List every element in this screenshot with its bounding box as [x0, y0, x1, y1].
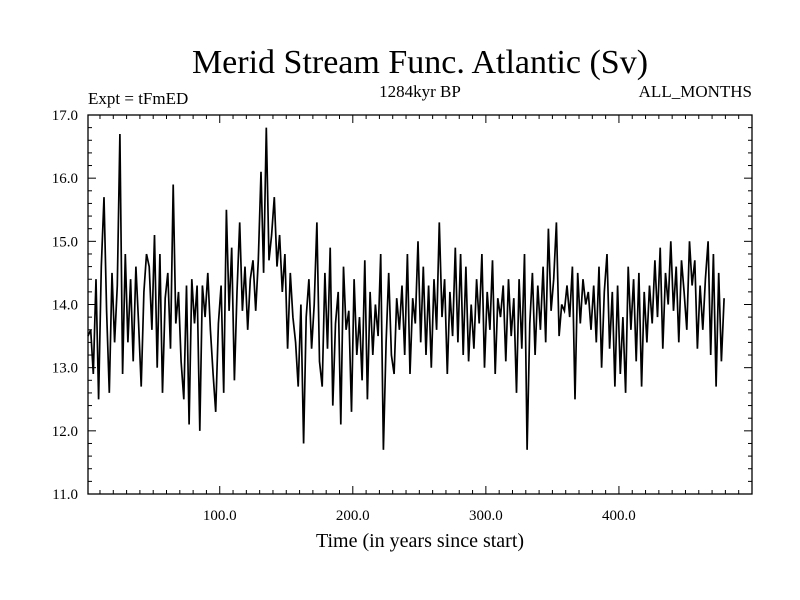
- series-line-0: [87, 127, 725, 450]
- plot-area: [87, 127, 725, 450]
- y-tick-label: 17.0: [52, 108, 78, 124]
- y-tick-label: 15.0: [52, 234, 78, 250]
- experiment-label: Expt = tFmED: [88, 89, 188, 108]
- y-tick-label: 12.0: [52, 424, 78, 440]
- y-tick-label: 14.0: [52, 298, 78, 314]
- y-tick-label: 13.0: [52, 361, 78, 377]
- chart-title: Merid Stream Func. Atlantic (Sv): [192, 44, 648, 81]
- x-tick-label: 200.0: [336, 508, 370, 524]
- period-label: 1284kyr BP: [379, 82, 461, 101]
- x-axis-label: Time (in years since start): [316, 530, 524, 552]
- x-tick-label: 300.0: [469, 508, 503, 524]
- x-tick-label: 400.0: [602, 508, 636, 524]
- x-tick-label: 100.0: [203, 508, 237, 524]
- months-label: ALL_MONTHS: [639, 82, 752, 101]
- y-tick-label: 11.0: [52, 487, 78, 503]
- y-tick-label: 16.0: [52, 171, 78, 187]
- axes: 100.0 200.0 300.0 400.0 11.0 12.0 13.0 14.0 15.0…: [52, 108, 753, 524]
